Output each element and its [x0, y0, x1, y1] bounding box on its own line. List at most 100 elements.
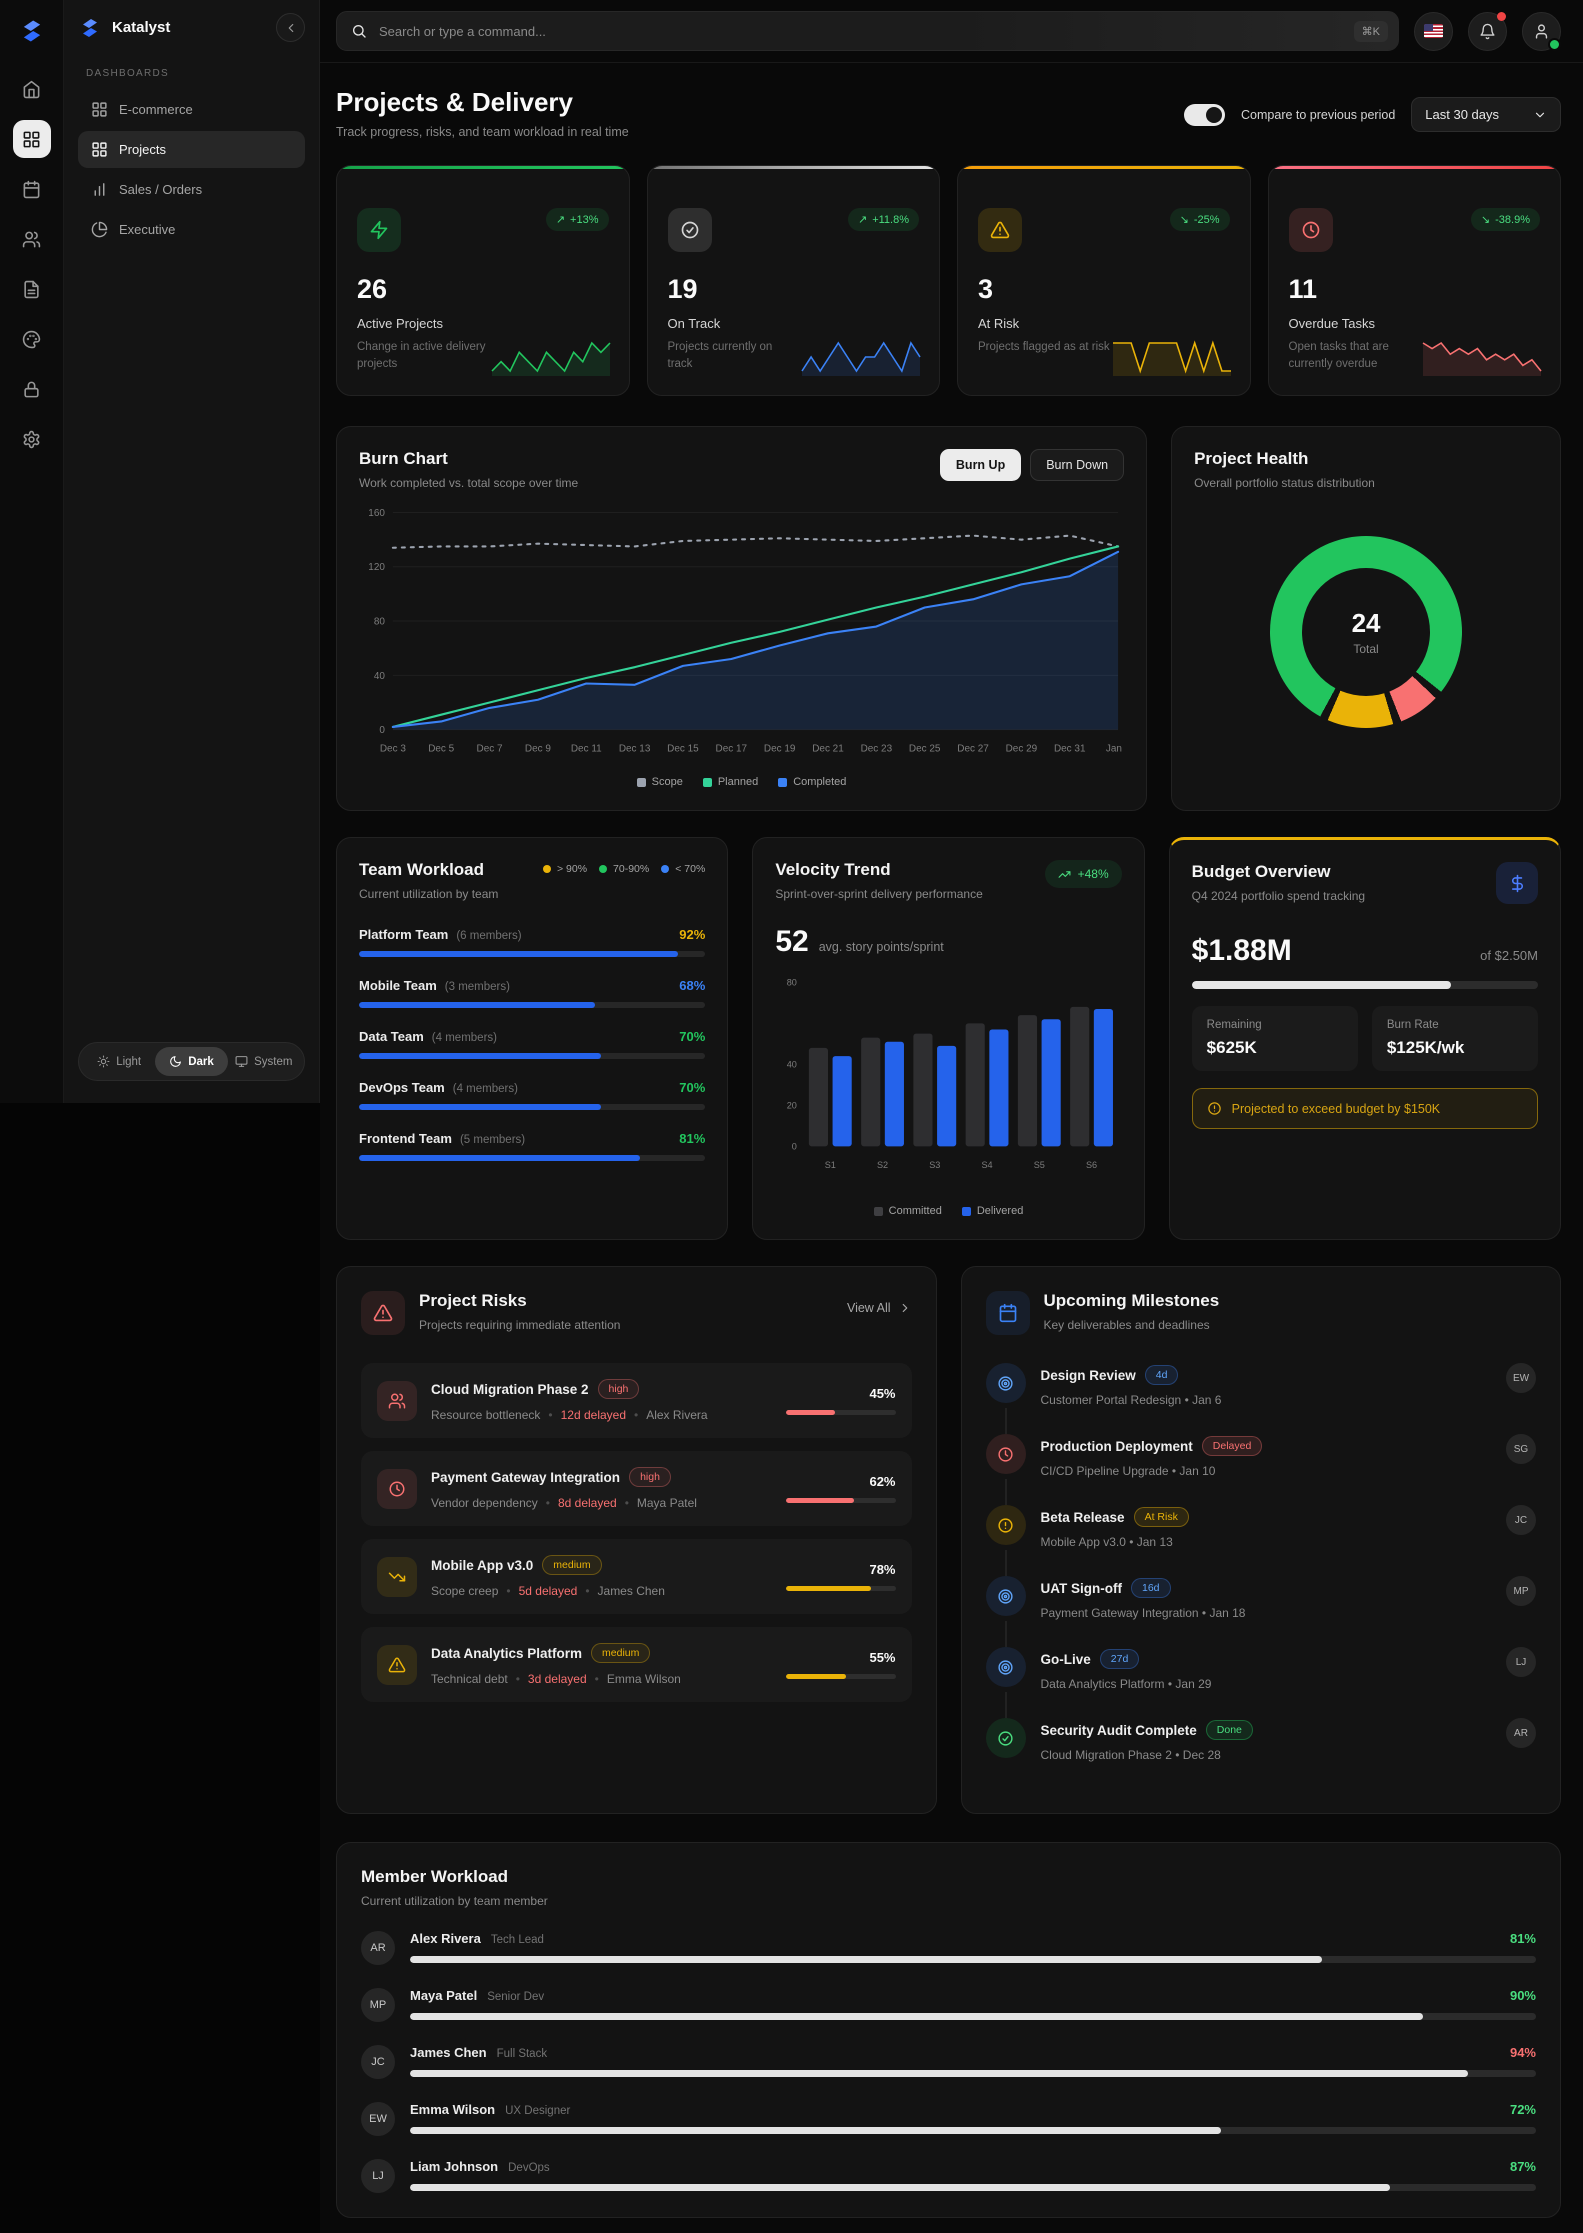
- theme-option-label: System: [254, 1055, 293, 1068]
- milestone-avatar: EW: [1506, 1363, 1536, 1393]
- svg-text:S3: S3: [930, 1160, 941, 1170]
- milestone-item[interactable]: Design Review 4d Customer Portal Redesign …: [985, 1363, 1536, 1434]
- milestones-header-icon-tile: [985, 1291, 1030, 1335]
- search-bar[interactable]: ⌘K: [336, 11, 1399, 51]
- kpi-icon-tile: [978, 208, 1022, 252]
- milestone-item[interactable]: Go-Live 27d Data Analytics Platform • Jan …: [985, 1647, 1536, 1718]
- dollar-icon-tile: [1496, 862, 1538, 904]
- rail-item-lock[interactable]: [13, 370, 51, 408]
- bar-fill: [785, 1674, 846, 1679]
- palette-icon: [22, 330, 41, 348]
- risk-cause: Vendor dependency: [431, 1496, 538, 1510]
- kpi-card-at-risk[interactable]: ↘ -25% 3 At Risk Projects flagged as at risk: [957, 165, 1251, 396]
- milestone-avatar: JC: [1506, 1505, 1536, 1535]
- svg-text:Jan 2: Jan 2: [1106, 744, 1124, 755]
- member-utilization: 94%: [1509, 2045, 1536, 2060]
- risk-cause: Scope creep: [431, 1584, 499, 1598]
- budget-warning: Projected to exceed budget by $150K: [1191, 1088, 1538, 1129]
- milestone-item[interactable]: Production Deployment Delayed CI/CD Pipeli…: [985, 1434, 1536, 1505]
- sidebar-collapse-button[interactable]: [276, 13, 305, 42]
- compare-toggle[interactable]: [1184, 103, 1226, 126]
- kpi-accent-strip: [1268, 166, 1560, 169]
- risk-owner: James Chen: [597, 1584, 665, 1598]
- users-icon: [388, 1393, 406, 1408]
- legend-swatch: [873, 1206, 883, 1216]
- milestone-icon-circle: [985, 1363, 1026, 1403]
- svg-text:20: 20: [787, 1101, 797, 1111]
- sidebar-item-label: Sales / Orders: [119, 182, 203, 197]
- kpi-card-on-track[interactable]: ↗ +11.8% 19 On Track Projects currently on t…: [646, 165, 940, 396]
- budget-progress-fill: [1191, 981, 1452, 989]
- kpi-icon-tile: [1288, 208, 1333, 252]
- theme-option-system[interactable]: System: [228, 1047, 300, 1076]
- milestone-badge: 27d: [1099, 1649, 1140, 1669]
- risk-progress-bar: [785, 1498, 896, 1503]
- kpi-sparkline: [1112, 340, 1231, 376]
- risk-severity-badge: medium: [591, 1643, 651, 1663]
- sidebar-item-sales-orders[interactable]: Sales / Orders: [78, 171, 305, 208]
- rail-item-layout-grid[interactable]: [12, 120, 51, 158]
- kpi-delta-badge: ↗ +13%: [545, 208, 609, 231]
- sidebar-item-projects[interactable]: Projects: [78, 131, 305, 168]
- rail-item-file-text[interactable]: [13, 270, 51, 308]
- legend-dot: [661, 865, 670, 873]
- rail-item-users[interactable]: [13, 220, 51, 258]
- member-name: Emma Wilson: [410, 2102, 496, 2117]
- alert-triangle-icon: [373, 1304, 393, 1322]
- milestone-badge: At Risk: [1133, 1507, 1189, 1527]
- risk-progress-bar: [785, 1410, 896, 1415]
- budget-panel: Budget Overview Q4 2024 portfolio spend …: [1168, 837, 1561, 1240]
- target-icon: [998, 1659, 1013, 1675]
- sidebar-item-executive[interactable]: Executive: [78, 211, 305, 248]
- rail-item-home[interactable]: [13, 70, 51, 108]
- risk-item[interactable]: Cloud Migration Phase 2 high Resource bott…: [361, 1363, 912, 1438]
- risk-severity-badge: high: [597, 1379, 640, 1399]
- avatar[interactable]: [1522, 11, 1561, 51]
- notifications-button[interactable]: [1468, 11, 1507, 51]
- katalyst-logo-icon: [83, 18, 97, 37]
- risk-item[interactable]: Mobile App v3.0 medium Scope creep • 5d dela…: [361, 1539, 912, 1614]
- risk-item[interactable]: Payment Gateway Integration high Vendor de…: [361, 1451, 912, 1526]
- burn-down-button[interactable]: Burn Down: [1030, 449, 1125, 481]
- svg-text:Dec 21: Dec 21: [812, 744, 844, 755]
- kpi-delta-value: +13%: [570, 213, 599, 226]
- risk-details: Scope creep • 5d delayed • James Chen: [431, 1584, 665, 1598]
- burn-up-button[interactable]: Burn Up: [939, 449, 1022, 481]
- legend-swatch: [636, 777, 646, 787]
- milestone-item[interactable]: Security Audit Complete Done Cloud Migrati…: [985, 1718, 1536, 1789]
- trending-up-icon: [1058, 868, 1071, 881]
- rail-item-settings[interactable]: [13, 420, 51, 458]
- svg-text:S2: S2: [877, 1160, 888, 1170]
- member-row: MP Maya Patel Senior Dev 90%: [361, 1988, 1536, 2022]
- team-row: Data Team (4 members) 70%: [359, 1029, 706, 1059]
- clock-icon: [1302, 221, 1319, 239]
- view-all-link[interactable]: View All: [847, 1291, 912, 1315]
- kpi-delta-badge: ↘ -25%: [1169, 208, 1230, 231]
- risks-title: Project Risks: [419, 1291, 527, 1310]
- page-title: Projects & Delivery: [336, 87, 574, 117]
- rail-item-palette[interactable]: [13, 320, 51, 358]
- page-subtitle: Track progress, risks, and team workload…: [336, 125, 629, 139]
- search-input[interactable]: [377, 22, 1344, 40]
- risk-item-icon-tile: [377, 1644, 417, 1685]
- alert-circle-icon: [1207, 1102, 1221, 1115]
- risk-item[interactable]: Data Analytics Platform medium Technical d…: [361, 1627, 912, 1702]
- milestone-details: Customer Portal Redesign • Jan 6: [1040, 1393, 1222, 1407]
- language-button[interactable]: [1414, 11, 1453, 51]
- zap-icon: [370, 220, 388, 240]
- milestone-item[interactable]: Beta Release At Risk Mobile App v3.0 • Jan…: [985, 1505, 1536, 1576]
- theme-option-dark[interactable]: Dark: [155, 1047, 228, 1076]
- milestone-title: Security Audit Complete: [1040, 1722, 1197, 1738]
- online-status-dot: [1548, 37, 1561, 51]
- rail-item-calendar[interactable]: [13, 170, 51, 208]
- milestone-avatar: LJ: [1506, 1647, 1536, 1677]
- kpi-card-overdue-tasks[interactable]: ↘ -38.9% 11 Overdue Tasks Open tasks that ar…: [1267, 165, 1561, 396]
- moon-icon: [170, 1056, 182, 1067]
- kpi-card-active-projects[interactable]: ↗ +13% 26 Active Projects Change in active d…: [336, 165, 630, 396]
- svg-text:Dec 31: Dec 31: [1054, 744, 1086, 755]
- sidebar-item-e-commerce[interactable]: E-commerce: [78, 91, 305, 128]
- theme-option-light[interactable]: Light: [83, 1047, 155, 1076]
- svg-text:Dec 25: Dec 25: [909, 744, 941, 755]
- date-range-select[interactable]: Last 30 days: [1411, 97, 1561, 132]
- milestone-item[interactable]: UAT Sign-off 16d Payment Gateway Integrati…: [985, 1576, 1536, 1647]
